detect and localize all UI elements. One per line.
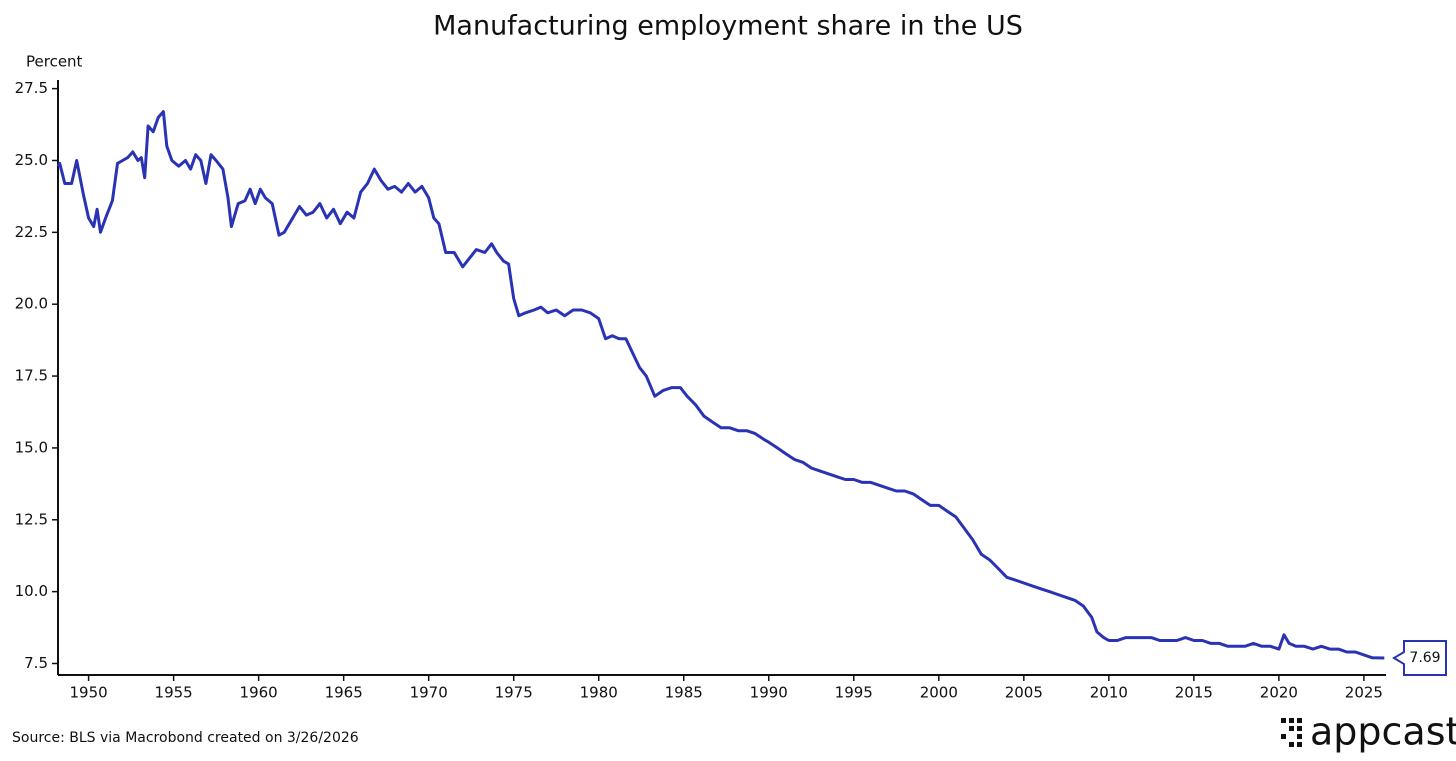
x-tick-label: 2020 [1260, 684, 1298, 702]
y-tick-label: 17.5 [15, 367, 48, 385]
y-tick-label: 12.5 [15, 510, 48, 528]
y-tick-label: 15.0 [15, 438, 48, 456]
x-tick-label: 1970 [410, 684, 448, 702]
source-note: Source: BLS via Macrobond created on 3/2… [12, 730, 359, 746]
x-tick-label: 1985 [665, 684, 703, 702]
x-tick-label: 2010 [1090, 684, 1128, 702]
x-tick-label: 2005 [1005, 684, 1043, 702]
y-tick-label: 20.0 [15, 295, 48, 313]
x-tick-label: 1975 [495, 684, 533, 702]
logo-icon [1281, 718, 1302, 747]
x-tick-label: 1990 [750, 684, 788, 702]
chart-title: Manufacturing employment share in the US [433, 11, 1023, 42]
x-tick-label: 1950 [70, 684, 108, 702]
x-tick-label: 1965 [325, 684, 363, 702]
x-tick-label: 1980 [580, 684, 618, 702]
y-tick-label: 27.5 [15, 79, 48, 97]
logo-text: appcast [1310, 710, 1456, 754]
y-tick-label: 25.0 [15, 151, 48, 169]
x-tick-label: 2000 [920, 684, 958, 702]
y-tick-label: 22.5 [15, 223, 48, 241]
line-series [56, 110, 1385, 660]
x-tick-label: 2025 [1345, 684, 1383, 702]
end-label-box [1392, 640, 1447, 677]
y-tick-label: 10.0 [15, 582, 48, 600]
x-tick-label: 1995 [835, 684, 873, 702]
x-tick-label: 1955 [155, 684, 193, 702]
x-tick-label: 1960 [240, 684, 278, 702]
y-tick-label: 7.5 [24, 654, 48, 672]
end-value-label: 7.69 [1409, 650, 1440, 666]
y-axis-label: Percent [26, 53, 83, 71]
x-tick-label: 2015 [1175, 684, 1213, 702]
